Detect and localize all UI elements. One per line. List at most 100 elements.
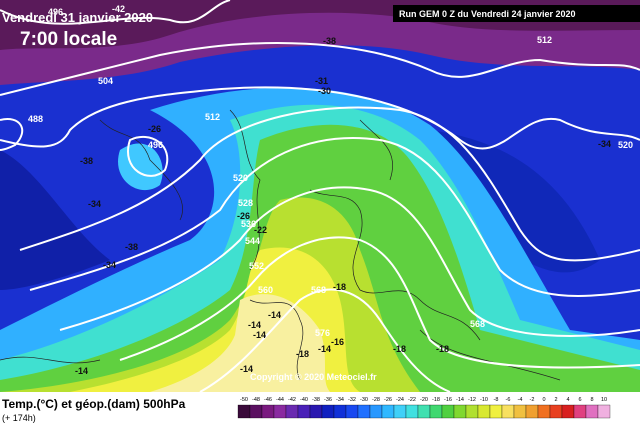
legend-swatch <box>453 404 467 419</box>
legend-label: 2 <box>554 397 557 403</box>
map-label: -18 <box>333 282 346 292</box>
date: Vendredi 31 janvier 2020 <box>2 10 153 25</box>
map-label: -38 <box>125 242 138 252</box>
map-label: 560 <box>258 285 273 295</box>
legend-label: -30 <box>360 397 368 403</box>
map-label: -14 <box>248 320 261 330</box>
legend-label: -28 <box>372 397 380 403</box>
map-label: -22 <box>254 225 267 235</box>
map-label: -38 <box>80 156 93 166</box>
map-label: 496 <box>48 7 63 17</box>
map-label: 576 <box>315 328 330 338</box>
footer-lead: (+ 174h) <box>2 413 36 423</box>
map-label: 568 <box>311 285 326 295</box>
copyright: Copyright © 2020 Meteociel.fr <box>250 372 377 382</box>
map-label: -14 <box>268 310 281 320</box>
map-label: 504 <box>98 76 113 86</box>
legend-label: -16 <box>444 397 452 403</box>
contour <box>29 137 640 297</box>
map-label: -26 <box>237 211 250 221</box>
legend-label: -24 <box>396 397 404 403</box>
legend-swatch <box>249 404 263 419</box>
legend-label: -36 <box>324 397 332 403</box>
legend-label: -48 <box>252 397 260 403</box>
map-label: -34 <box>88 199 101 209</box>
legend-label: 4 <box>566 397 569 403</box>
map-label: 528 <box>238 198 253 208</box>
legend-label: 8 <box>590 397 593 403</box>
map-label: 512 <box>537 35 552 45</box>
legend-swatch <box>429 404 443 419</box>
contour <box>19 106 640 262</box>
legend-swatch <box>381 404 395 419</box>
map-label: -18 <box>393 344 406 354</box>
legend-label: -4 <box>518 397 523 403</box>
legend-swatch <box>585 404 599 419</box>
legend-label: -10 <box>480 397 488 403</box>
legend-label: -38 <box>312 397 320 403</box>
legend-swatch <box>537 404 551 419</box>
legend-swatch <box>261 404 275 419</box>
legend-label: 10 <box>601 397 607 403</box>
map-label: -30 <box>318 86 331 96</box>
map-label: -14 <box>253 330 266 340</box>
map-label: -18 <box>436 344 449 354</box>
legend-label: -2 <box>530 397 535 403</box>
temp-band <box>150 294 330 392</box>
time: 7:00 locale <box>20 29 117 50</box>
contour <box>199 288 451 393</box>
legend-swatch <box>489 404 503 419</box>
legend-swatch <box>513 404 527 419</box>
map: -42 496 488 504 -26 496 512 -34 -38 -34 … <box>0 0 640 393</box>
footer-title: Temp.(°C) et géop.(dam) 500hPa <box>2 397 186 411</box>
map-label: 520 <box>618 140 633 150</box>
legend-swatch <box>597 404 611 419</box>
legend-label: -26 <box>384 397 392 403</box>
map-label: -14 <box>75 366 88 376</box>
contour <box>0 118 24 151</box>
map-label: -14 <box>318 344 331 354</box>
map-label: -38 <box>323 36 336 46</box>
legend: -50 -48 -46 -44 -42 -40 -38 -36 -34 -32 -30 -28 -26-… <box>237 397 611 419</box>
cold-region <box>430 130 600 273</box>
legend-label: -22 <box>408 397 416 403</box>
legend-swatch <box>393 404 407 419</box>
legend-swatch <box>237 404 251 419</box>
map-label: 520 <box>233 173 248 183</box>
legend-swatch <box>477 404 491 419</box>
legend-label: -42 <box>288 397 296 403</box>
legend-swatch <box>465 404 479 419</box>
legend-swatch <box>333 404 347 419</box>
contour <box>0 86 640 150</box>
legend-swatch <box>525 404 539 419</box>
legend-label: -44 <box>276 397 284 403</box>
map-label: 512 <box>205 112 220 122</box>
contour <box>0 42 640 96</box>
legend-label: -20 <box>420 397 428 403</box>
contour <box>119 236 640 369</box>
coastline <box>0 109 561 381</box>
legend-label: -8 <box>494 397 499 403</box>
legend-label: -40 <box>300 397 308 403</box>
legend-label: 6 <box>578 397 581 403</box>
legend-swatch <box>273 404 287 419</box>
map-label: -16 <box>331 337 344 347</box>
map-label: -42 <box>112 4 125 14</box>
legend-swatch <box>309 404 323 419</box>
map-label: 568 <box>470 319 485 329</box>
run-box <box>393 5 640 22</box>
legend-swatch <box>357 404 371 419</box>
legend-label: 0 <box>542 397 545 403</box>
run-info: Run GEM 0 Z du Vendredi 24 janvier 2020 <box>399 9 576 19</box>
legend-swatch <box>573 404 587 419</box>
map-label: -26 <box>148 124 161 134</box>
legend-swatch <box>369 404 383 419</box>
legend-swatch <box>285 404 299 419</box>
map-label: -34 <box>598 139 611 149</box>
map-label: -14 <box>240 364 253 374</box>
legend-label: -14 <box>456 397 464 403</box>
legend-label: -34 <box>336 397 344 403</box>
map-label: -34 <box>103 260 116 270</box>
map-label: 496 <box>148 140 163 150</box>
legend-label: -18 <box>432 397 440 403</box>
